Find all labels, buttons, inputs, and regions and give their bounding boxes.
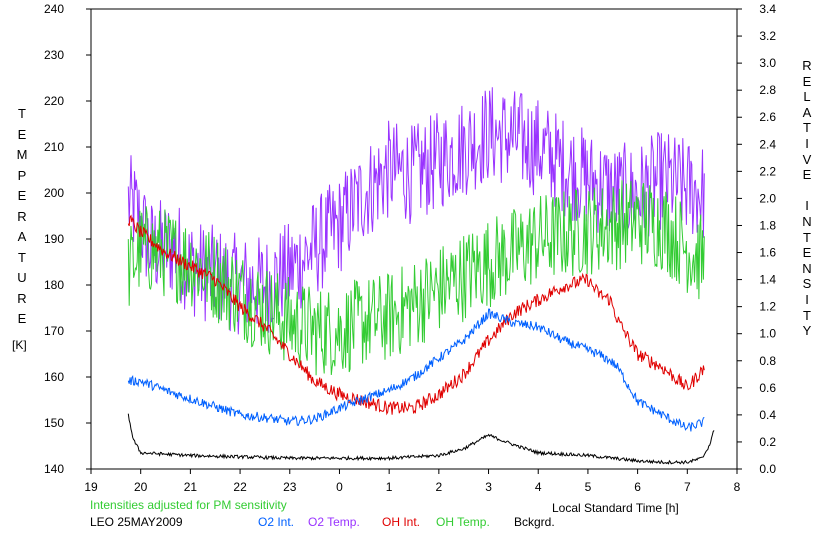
left-axis-letter: E <box>17 188 27 203</box>
right-tick-label: 3.0 <box>759 56 776 70</box>
left-axis-letter: T <box>18 249 26 265</box>
right-axis-letter: N <box>802 260 812 276</box>
right-tick-label: 3.4 <box>759 2 776 16</box>
right-axis-letter <box>797 183 817 199</box>
right-tick-label: 3.2 <box>759 29 776 43</box>
oh-temp-series-line <box>127 180 705 376</box>
o2-int-series-line <box>127 308 705 432</box>
left-tick-label: 200 <box>44 186 64 200</box>
right-axis-letter: I <box>805 135 809 151</box>
legend-oh-int: OH Int. <box>382 515 421 529</box>
left-axis-letter: R <box>17 208 27 224</box>
legend-oh-temp: OH Temp. <box>436 515 490 529</box>
x-tick-label: 7 <box>684 480 691 494</box>
right-axis-letter: I <box>805 291 809 307</box>
right-axis-letter: S <box>802 276 812 292</box>
left-tick-label: 240 <box>44 2 64 16</box>
left-tick-label: 230 <box>44 48 64 62</box>
x-tick-label: 23 <box>283 480 297 494</box>
left-axis-letter: E <box>17 126 27 142</box>
station-date-label: LEO 25MAY2009 <box>90 515 183 529</box>
left-tick-label: 140 <box>44 462 64 476</box>
x-tick-label: 20 <box>134 480 148 494</box>
legend-bckgrd: Bckgrd. <box>514 515 555 529</box>
right-axis-letter: E <box>802 167 812 183</box>
right-tick-label: 1.0 <box>759 327 776 341</box>
oh-int-series-line <box>127 214 705 416</box>
legend-o2-temp: O2 Temp. <box>308 515 360 529</box>
x-tick-label: 21 <box>184 480 198 494</box>
o2-temp-series-line <box>127 87 705 335</box>
x-axis-label: Local Standard Time [h] <box>552 501 679 515</box>
left-axis-letter: U <box>17 270 27 285</box>
left-tick-label: 150 <box>44 416 64 430</box>
bckgrd-series-line <box>127 413 715 465</box>
right-tick-label: 1.8 <box>759 218 776 232</box>
x-tick-label: 4 <box>535 480 542 494</box>
left-tick-label: 210 <box>44 140 64 154</box>
right-axis-letter: T <box>803 229 811 245</box>
right-axis-letter: V <box>802 151 812 167</box>
right-tick-label: 2.0 <box>759 191 776 205</box>
right-tick-label: 1.2 <box>759 300 776 314</box>
right-axis-letter: T <box>803 307 811 323</box>
right-tick-label: 2.6 <box>759 110 776 124</box>
left-tick-label: 180 <box>44 278 64 292</box>
right-axis-letter: E <box>802 245 812 261</box>
left-axis-letter: R <box>17 290 27 306</box>
x-tick-label: 6 <box>634 480 641 494</box>
right-axis-letter: E <box>802 73 812 89</box>
right-tick-label: 0.6 <box>759 381 776 395</box>
right-axis-letter: T <box>803 120 811 136</box>
left-axis-unit: [K] <box>12 337 27 352</box>
left-tick-label: 220 <box>44 94 64 108</box>
right-tick-label: 0.8 <box>759 354 776 368</box>
left-tick-label: 170 <box>44 324 64 338</box>
right-axis-letter: L <box>803 89 811 105</box>
left-axis-letter: A <box>17 229 27 244</box>
adjustment-note: Intensities adjusted for PM sensitivity <box>90 498 287 512</box>
right-axis-letter: I <box>805 198 809 214</box>
x-tick-label: 1 <box>386 480 393 494</box>
right-tick-label: 0.2 <box>759 435 776 449</box>
left-axis-letter: T <box>18 106 26 121</box>
left-axis-letter: P <box>17 167 27 183</box>
x-tick-label: 3 <box>485 480 492 494</box>
left-tick-label: 160 <box>44 370 64 384</box>
right-tick-label: 1.4 <box>759 273 776 287</box>
x-tick-label: 2 <box>436 480 443 494</box>
left-axis-letter: M <box>16 147 28 162</box>
legend-o2-int: O2 Int. <box>258 515 295 529</box>
x-tick-label: 0 <box>336 480 343 494</box>
right-axis-letter: N <box>802 213 812 229</box>
left-tick-label: 190 <box>44 232 64 246</box>
right-tick-label: 0.4 <box>759 408 776 422</box>
right-axis-letter: R <box>802 58 812 73</box>
right-tick-label: 0.0 <box>759 462 776 476</box>
right-tick-label: 1.6 <box>759 246 776 260</box>
right-tick-label: 2.2 <box>759 164 776 178</box>
x-tick-label: 22 <box>233 480 247 494</box>
x-tick-label: 19 <box>84 480 98 494</box>
right-axis-letter: A <box>802 104 812 120</box>
right-tick-label: 2.8 <box>759 83 776 97</box>
right-tick-label: 2.4 <box>759 137 776 151</box>
x-tick-label: 5 <box>585 480 592 494</box>
right-axis-letter: Y <box>802 323 812 339</box>
x-tick-label: 8 <box>734 480 741 494</box>
left-axis-letter: E <box>17 311 27 326</box>
